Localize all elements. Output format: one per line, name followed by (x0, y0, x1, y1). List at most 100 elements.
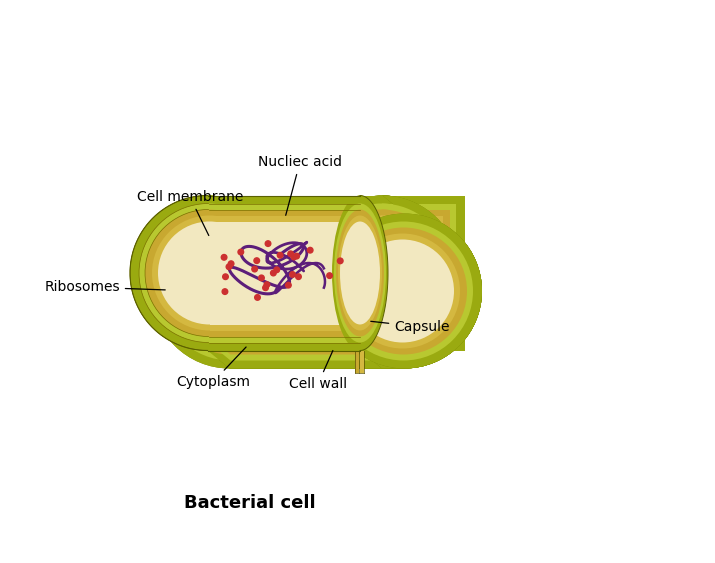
Polygon shape (382, 209, 467, 355)
Polygon shape (360, 324, 403, 342)
Polygon shape (209, 337, 403, 355)
Polygon shape (383, 195, 482, 369)
Circle shape (305, 195, 460, 351)
Bar (355, 351, 359, 373)
Bar (230, 221, 403, 360)
Circle shape (222, 274, 228, 280)
Circle shape (161, 221, 300, 360)
Circle shape (327, 213, 482, 369)
Circle shape (274, 267, 280, 272)
Polygon shape (360, 342, 403, 360)
Bar (230, 213, 405, 369)
Bar (360, 216, 443, 330)
Bar (207, 195, 360, 351)
Circle shape (305, 195, 460, 351)
Circle shape (222, 289, 228, 294)
Ellipse shape (332, 195, 388, 351)
Circle shape (145, 209, 272, 337)
Circle shape (327, 213, 482, 369)
Ellipse shape (340, 221, 380, 324)
Polygon shape (382, 203, 473, 360)
Bar (230, 213, 405, 369)
Bar (209, 209, 382, 337)
Polygon shape (209, 342, 403, 360)
Circle shape (180, 239, 283, 342)
Circle shape (290, 272, 295, 277)
Polygon shape (383, 195, 482, 369)
Bar (209, 221, 380, 324)
Polygon shape (360, 337, 403, 355)
Circle shape (312, 203, 451, 342)
Circle shape (337, 258, 343, 263)
Bar (360, 195, 465, 351)
Circle shape (130, 195, 285, 351)
Polygon shape (360, 351, 405, 369)
Bar (209, 216, 380, 330)
Circle shape (312, 203, 451, 342)
Circle shape (329, 221, 432, 324)
Circle shape (228, 261, 234, 266)
Circle shape (252, 266, 257, 272)
Text: Cytoplasm: Cytoplasm (176, 347, 250, 389)
Circle shape (327, 213, 482, 369)
Ellipse shape (336, 209, 384, 337)
Circle shape (174, 234, 289, 348)
Bar (209, 216, 360, 330)
Circle shape (340, 227, 467, 355)
Ellipse shape (338, 216, 382, 330)
Bar (360, 351, 364, 373)
Ellipse shape (332, 195, 388, 351)
Circle shape (238, 249, 244, 255)
Text: Ribosomes: Ribosomes (44, 280, 165, 294)
Circle shape (152, 216, 267, 330)
Circle shape (307, 247, 313, 253)
Circle shape (351, 239, 454, 342)
Bar (207, 195, 360, 351)
Ellipse shape (334, 203, 386, 342)
Circle shape (130, 195, 285, 351)
Bar (209, 221, 360, 324)
Bar (360, 195, 465, 351)
Circle shape (130, 195, 285, 351)
Ellipse shape (340, 221, 380, 324)
Circle shape (340, 227, 467, 355)
Polygon shape (383, 195, 482, 369)
Circle shape (294, 253, 300, 259)
Bar (360, 203, 456, 342)
Circle shape (265, 241, 271, 247)
Polygon shape (360, 351, 405, 369)
Polygon shape (360, 330, 403, 348)
Circle shape (345, 234, 460, 348)
Circle shape (288, 251, 293, 257)
Circle shape (221, 254, 227, 260)
Circle shape (152, 216, 267, 330)
Circle shape (139, 203, 278, 342)
Bar (209, 203, 382, 342)
Bar (232, 239, 403, 342)
Text: Cell wall: Cell wall (289, 351, 347, 391)
Bar (360, 221, 437, 324)
Polygon shape (380, 216, 460, 348)
Bar (207, 195, 383, 351)
Bar (209, 203, 360, 342)
Polygon shape (382, 203, 473, 360)
Polygon shape (207, 351, 405, 369)
Circle shape (318, 209, 445, 337)
Circle shape (323, 216, 438, 330)
Polygon shape (383, 195, 482, 369)
Circle shape (139, 203, 278, 342)
Bar (209, 209, 360, 337)
Circle shape (345, 234, 460, 348)
Bar (230, 227, 403, 355)
Circle shape (264, 282, 270, 288)
Circle shape (323, 216, 438, 330)
Circle shape (327, 273, 332, 279)
Circle shape (158, 221, 261, 324)
Ellipse shape (334, 203, 386, 342)
Circle shape (262, 285, 268, 291)
Circle shape (167, 227, 294, 355)
Circle shape (259, 275, 265, 281)
Polygon shape (209, 324, 403, 342)
Polygon shape (207, 351, 405, 369)
Circle shape (226, 264, 232, 270)
